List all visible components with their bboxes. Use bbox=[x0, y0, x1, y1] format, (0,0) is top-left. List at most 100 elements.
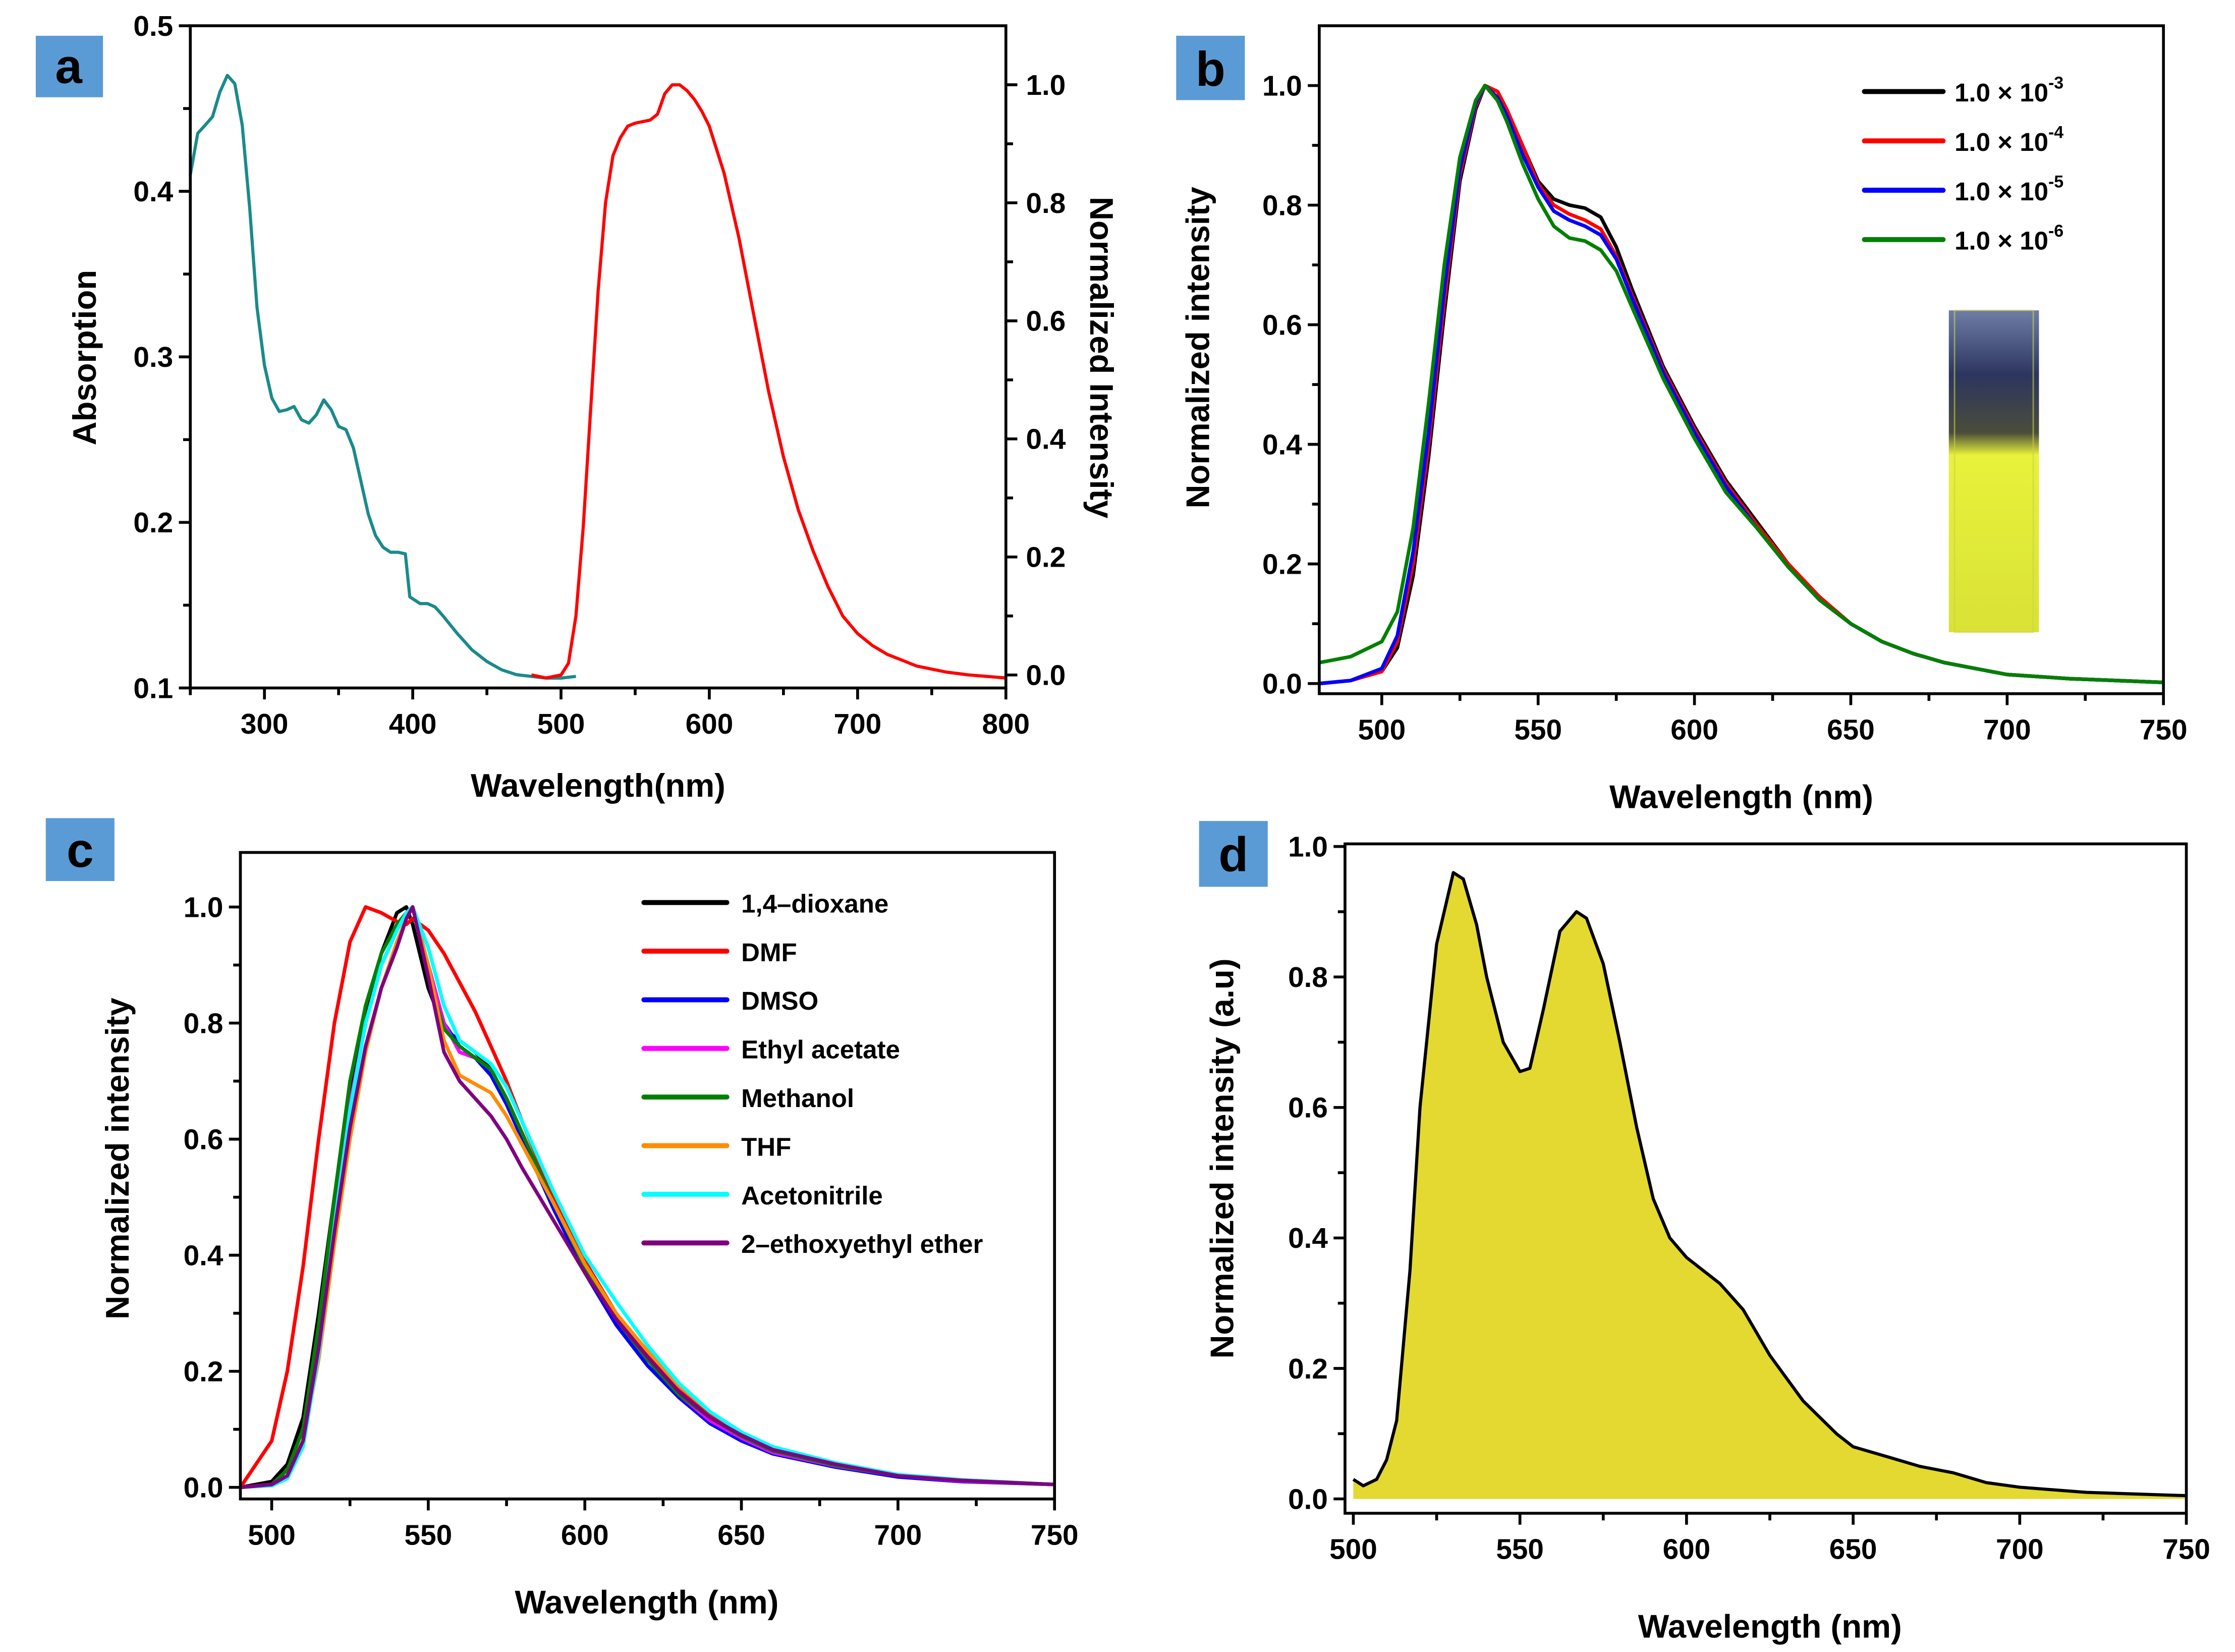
y-tick-label: 0.1 bbox=[133, 673, 173, 704]
y-tick-label: 0.4 bbox=[184, 1240, 224, 1272]
y-tick-label: 0.4 bbox=[1288, 1223, 1328, 1254]
x-tick-label: 750 bbox=[2162, 1534, 2210, 1566]
y-tick-label: 0.8 bbox=[1288, 962, 1328, 994]
plot-frame bbox=[239, 851, 1056, 1501]
x-tick-label: 650 bbox=[717, 1519, 765, 1551]
legend-label: 1.0 × 10-6 bbox=[1954, 222, 2063, 255]
y-right-tick-label: 0.4 bbox=[1026, 424, 1066, 456]
x-tick-label: 700 bbox=[1996, 1534, 2044, 1566]
panel-label-a: a bbox=[35, 35, 103, 97]
panel-label-d: d bbox=[1199, 821, 1268, 887]
x-tick-label: 750 bbox=[2140, 714, 2188, 746]
area-fill-0 bbox=[1353, 872, 2187, 1499]
y-right-tick-label: 0.8 bbox=[1026, 188, 1066, 219]
y-tick-label: 0.2 bbox=[184, 1356, 224, 1388]
svg-text:c: c bbox=[67, 823, 94, 877]
series-line-1 bbox=[531, 83, 1007, 680]
y-tick-label: 0.2 bbox=[1288, 1353, 1328, 1385]
y-right-tick-label: 0.2 bbox=[1026, 542, 1066, 574]
x-tick-label: 500 bbox=[1329, 1534, 1377, 1566]
panel-b: 500 550 600 650 700 750 0.0 0.2 0.4 0.6 0.8 1.0 1.0 … bbox=[1262, 24, 2188, 746]
y-tick-label: 0.0 bbox=[184, 1472, 224, 1504]
panel-label-b: b bbox=[1176, 35, 1245, 100]
plot-frame bbox=[1318, 24, 2165, 695]
y-tick-label: 0.6 bbox=[184, 1124, 224, 1155]
cuvette-photo bbox=[1948, 309, 2039, 633]
series-line-3 bbox=[1319, 83, 2164, 684]
panel-c-xlabel: Wavelength (nm) bbox=[515, 1583, 778, 1620]
legend-label: Acetonitrile bbox=[741, 1181, 883, 1210]
y-tick-label: 0.8 bbox=[1262, 190, 1302, 222]
series-line-6 bbox=[240, 905, 1055, 1490]
y-tick-label: 0.4 bbox=[1262, 429, 1302, 461]
plot-frame bbox=[189, 24, 1008, 690]
y-right-tick-label: 1.0 bbox=[1026, 70, 1066, 101]
y-tick-label: 1.0 bbox=[1262, 70, 1302, 102]
x-tick-label: 500 bbox=[537, 708, 585, 740]
y-tick-label: 0.6 bbox=[1262, 309, 1302, 341]
legend-label: Ethyl acetate bbox=[741, 1035, 900, 1064]
y-tick-label: 1.0 bbox=[184, 892, 224, 923]
y-tick-label: 0.4 bbox=[133, 176, 173, 208]
plots: 300 400 500 600 700 800 0.1 0.2 0.3 0.4 0.5 0.0 0.2 0… bbox=[133, 11, 2210, 1566]
y-tick-label: 0.2 bbox=[133, 507, 173, 539]
x-tick-label: 700 bbox=[874, 1519, 922, 1551]
x-tick-label: 550 bbox=[1514, 714, 1562, 746]
legend: 1.0 × 10-3 1.0 × 10-4 1.0 × 10-5 1.0 × 10-6 bbox=[1862, 74, 2063, 255]
svg-text:a: a bbox=[55, 39, 83, 93]
x-tick-label: 700 bbox=[1983, 714, 2031, 746]
legend-exponent: -6 bbox=[2048, 222, 2063, 241]
series-line-0 bbox=[189, 74, 576, 680]
panel-label-c: c bbox=[45, 818, 115, 882]
y-tick-label: 0.0 bbox=[1262, 669, 1302, 700]
x-tick-label: 700 bbox=[834, 708, 882, 740]
series-line-0 bbox=[240, 905, 1055, 1490]
legend: 1,4–dioxane DMF DMSO Ethyl acetate Methanol T… bbox=[641, 890, 983, 1258]
legend-label: Methanol bbox=[741, 1084, 854, 1113]
x-tick-label: 550 bbox=[1496, 1534, 1544, 1566]
y-tick-label: 0.8 bbox=[184, 1008, 224, 1039]
panel-a-ylabel-right: Normalized Intensity bbox=[1083, 197, 1120, 519]
legend-label: THF bbox=[741, 1132, 791, 1161]
y-tick-label: 0.6 bbox=[1288, 1092, 1328, 1124]
x-tick-label: 600 bbox=[1670, 714, 1718, 746]
svg-text:d: d bbox=[1218, 828, 1248, 882]
series-line-4 bbox=[240, 905, 1055, 1490]
panel-a: 300 400 500 600 700 800 0.1 0.2 0.3 0.4 0.5 0.0 0.2 0… bbox=[133, 11, 1066, 740]
y-tick-label: 1.0 bbox=[1288, 831, 1328, 863]
panel-a-ylabel: Absorption bbox=[66, 270, 103, 446]
series-line-3 bbox=[240, 905, 1055, 1490]
y-tick-label: 0.5 bbox=[133, 11, 173, 42]
legend-label: 1.0 × 10-5 bbox=[1954, 172, 2063, 206]
legend-label: DMF bbox=[741, 938, 797, 967]
series-line-5 bbox=[240, 905, 1055, 1490]
series-line-7 bbox=[240, 905, 1055, 1490]
legend-exponent: -4 bbox=[2048, 123, 2063, 142]
series-line-0 bbox=[1352, 871, 2187, 1498]
panel-c-ylabel: Normalized intensity bbox=[99, 998, 136, 1319]
x-tick-label: 650 bbox=[1827, 714, 1875, 746]
x-tick-label: 750 bbox=[1031, 1519, 1079, 1551]
x-tick-label: 300 bbox=[241, 708, 289, 740]
legend-label: 1.0 × 10-4 bbox=[1954, 123, 2063, 157]
y-tick-label: 0.3 bbox=[133, 342, 173, 373]
series-line-1 bbox=[239, 905, 1055, 1489]
legend-label: DMSO bbox=[741, 986, 818, 1015]
x-tick-label: 600 bbox=[686, 708, 734, 740]
plot-frame bbox=[1344, 842, 2188, 1515]
legend-label: 1.0 × 10-3 bbox=[1954, 74, 2063, 107]
x-tick-label: 600 bbox=[561, 1519, 609, 1551]
x-tick-label: 500 bbox=[1358, 714, 1406, 746]
legend-exponent: -3 bbox=[2048, 74, 2063, 93]
panel-d: 500 550 600 650 700 750 0.0 0.2 0.4 0.6 0.8 1.0 bbox=[1288, 831, 2210, 1565]
x-tick-label: 800 bbox=[982, 708, 1030, 740]
x-tick-label: 650 bbox=[1829, 1534, 1877, 1566]
legend-exponent: -5 bbox=[2048, 172, 2063, 191]
panel-d-ylabel: Normalized intensity (a.u) bbox=[1204, 958, 1241, 1358]
panel-c: 500 550 600 650 700 750 0.0 0.2 0.4 0.6 0.8 1.0 1,4–… bbox=[184, 851, 1079, 1551]
series-line-2 bbox=[240, 905, 1055, 1490]
y-right-tick-label: 0.0 bbox=[1026, 660, 1066, 692]
y-right-tick-label: 0.6 bbox=[1026, 306, 1066, 338]
x-tick-label: 400 bbox=[389, 708, 437, 740]
